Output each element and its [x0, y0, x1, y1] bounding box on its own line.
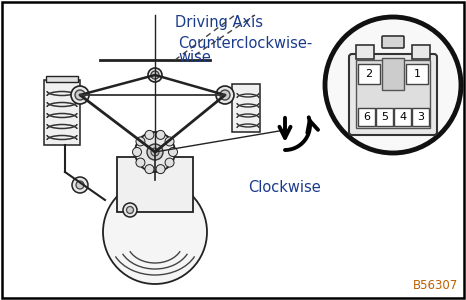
- Circle shape: [165, 137, 174, 146]
- Circle shape: [156, 130, 165, 140]
- Bar: [356, 60, 430, 128]
- Bar: [356, 45, 374, 59]
- Bar: [412, 108, 429, 126]
- Circle shape: [220, 90, 230, 100]
- Circle shape: [145, 130, 154, 140]
- Bar: [376, 108, 393, 126]
- Bar: [406, 64, 428, 84]
- Text: Driving Axis: Driving Axis: [175, 15, 263, 30]
- Bar: [44, 80, 80, 145]
- Circle shape: [103, 180, 207, 284]
- Bar: [232, 84, 260, 132]
- Bar: [358, 108, 375, 126]
- Bar: [412, 45, 430, 59]
- Text: Clockwise: Clockwise: [248, 180, 321, 195]
- Text: 1: 1: [413, 69, 420, 79]
- Bar: [117, 157, 193, 212]
- Text: 6: 6: [363, 112, 370, 122]
- Circle shape: [216, 86, 234, 104]
- Text: Counterclockwise-: Counterclockwise-: [178, 36, 312, 51]
- Circle shape: [151, 71, 159, 79]
- Circle shape: [135, 132, 175, 172]
- Circle shape: [325, 17, 461, 153]
- Circle shape: [72, 177, 88, 193]
- Bar: [46, 76, 78, 82]
- Circle shape: [147, 144, 163, 160]
- Circle shape: [145, 165, 154, 174]
- Circle shape: [169, 148, 178, 157]
- Circle shape: [123, 203, 137, 217]
- Circle shape: [165, 158, 174, 167]
- Text: wise: wise: [178, 50, 211, 65]
- Circle shape: [148, 68, 162, 82]
- Circle shape: [156, 165, 165, 174]
- Text: 3: 3: [417, 112, 424, 122]
- Circle shape: [71, 86, 89, 104]
- Circle shape: [132, 148, 142, 157]
- FancyBboxPatch shape: [382, 36, 404, 48]
- Text: B56307: B56307: [413, 279, 458, 292]
- Circle shape: [136, 137, 145, 146]
- Circle shape: [126, 206, 133, 214]
- FancyBboxPatch shape: [349, 54, 437, 135]
- Bar: [382, 58, 404, 90]
- Text: 5: 5: [381, 112, 388, 122]
- Text: 4: 4: [399, 112, 406, 122]
- Circle shape: [75, 90, 85, 100]
- Circle shape: [76, 181, 84, 189]
- Circle shape: [151, 148, 159, 156]
- Text: 2: 2: [365, 69, 372, 79]
- Bar: [394, 108, 411, 126]
- Bar: [358, 64, 380, 84]
- Circle shape: [136, 158, 145, 167]
